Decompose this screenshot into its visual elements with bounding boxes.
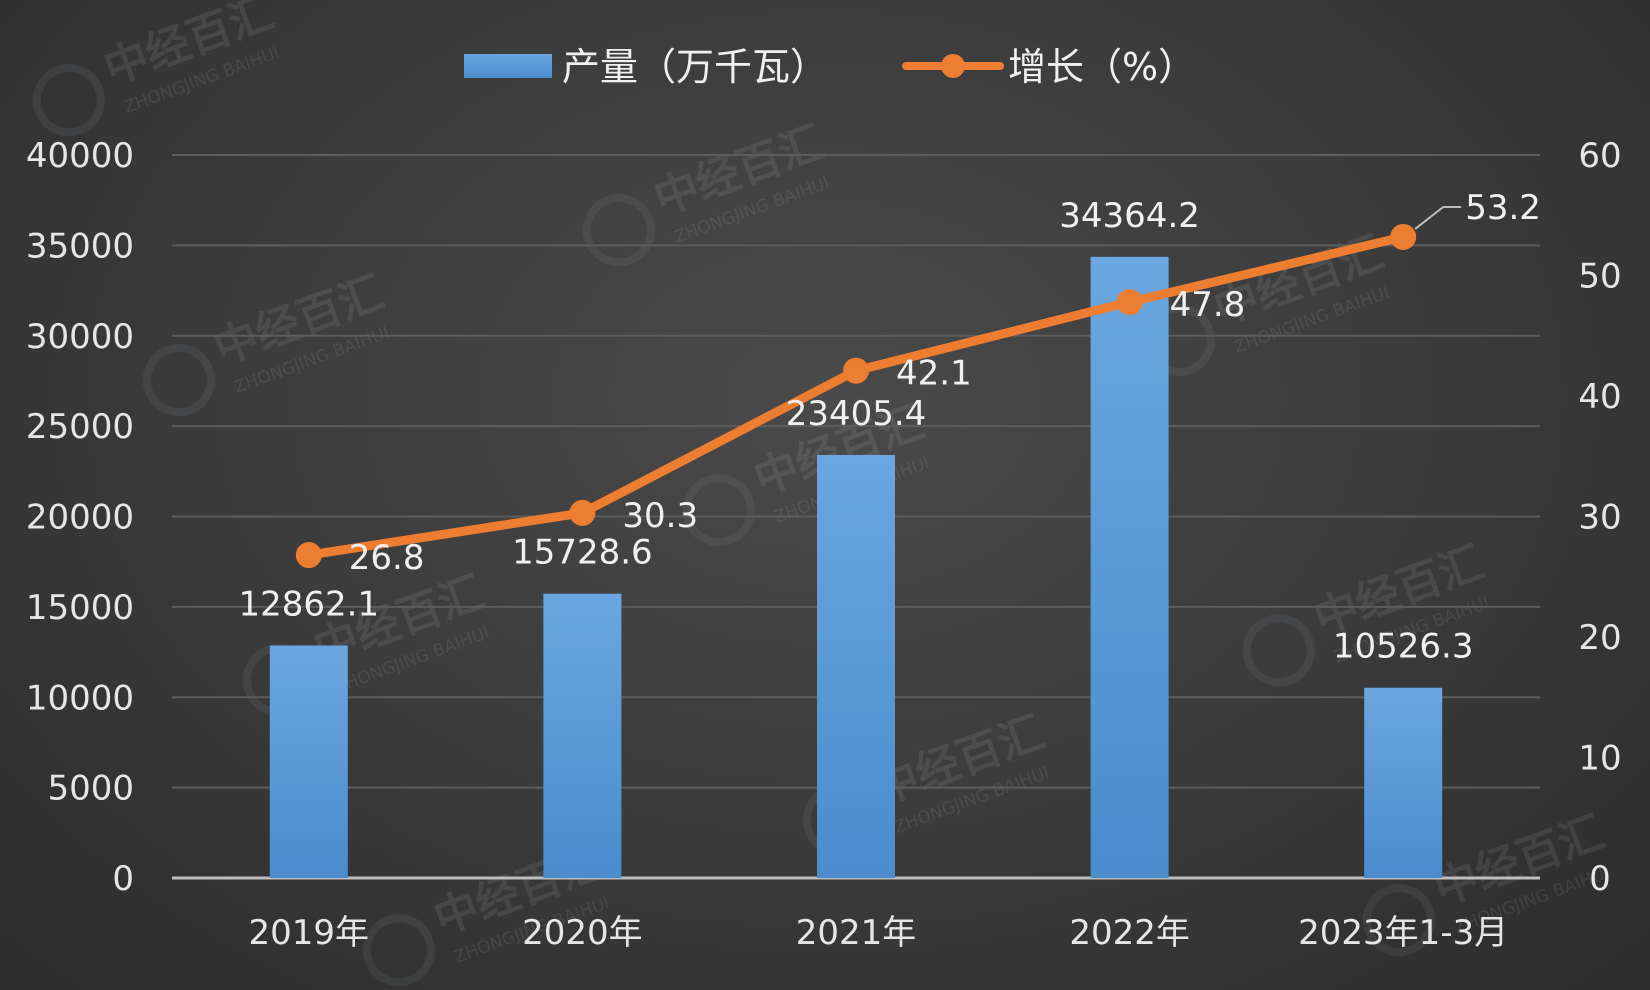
bar — [817, 454, 895, 878]
legend-swatch-bar — [464, 54, 552, 78]
y-right-tick-label: 10 — [1578, 739, 1621, 779]
x-tick-label: 2023年1-3月 — [1298, 913, 1508, 953]
x-tick-label: 2021年 — [796, 913, 917, 953]
line-value-label: 47.8 — [1170, 285, 1246, 325]
y-right-tick-label: 40 — [1578, 377, 1621, 417]
legend: 产量（万千瓦） 增长（%） — [464, 45, 1196, 89]
y-left-tick-label: 30000 — [26, 317, 134, 357]
bar-value-label: 23405.4 — [786, 394, 927, 434]
line-point — [1116, 289, 1143, 316]
data-labels: 12862.1 15728.6 23405.4 34364.2 10526.3 26.8 3… — [238, 188, 1540, 667]
line-point — [569, 499, 596, 526]
watermark-logo — [142, 344, 215, 417]
y-left-tick-label: 35000 — [26, 226, 134, 266]
x-axis-ticks: 2019年 2020年 2021年 2022年 2023年1-3月 — [249, 913, 1509, 953]
y-right-tick-label: 30 — [1578, 498, 1621, 538]
bar-value-label: 10526.3 — [1333, 627, 1474, 667]
watermark-logo — [1362, 884, 1435, 957]
legend-label-bar: 产量（万千瓦） — [562, 45, 828, 89]
line-value-label: 42.1 — [896, 354, 972, 394]
y-right-tick-label: 0 — [1589, 859, 1611, 899]
y-right-tick-label: 20 — [1578, 618, 1621, 658]
legend-label-line: 增长（%） — [1008, 45, 1196, 89]
y-left-tick-label: 0 — [112, 859, 134, 899]
line-value-label: 30.3 — [622, 496, 698, 536]
x-tick-label: 2020年 — [522, 913, 643, 953]
line-point — [295, 542, 322, 569]
bar-value-label: 34364.2 — [1059, 196, 1200, 236]
line-value-label: 53.2 — [1465, 188, 1541, 228]
y-left-tick-label: 5000 — [47, 769, 134, 809]
bar — [1090, 256, 1169, 879]
watermark-logo — [582, 194, 655, 267]
right-axis-ticks: 0 10 20 30 40 50 60 — [1578, 136, 1621, 899]
watermark-logo — [682, 474, 755, 547]
y-right-tick-label: 50 — [1578, 257, 1621, 297]
line-series — [295, 205, 1462, 569]
x-tick-label: 2022年 — [1069, 913, 1190, 953]
line-value-label: 26.8 — [349, 538, 425, 578]
bar — [269, 645, 348, 878]
y-left-tick-label: 40000 — [26, 136, 134, 176]
watermark-logo — [1242, 614, 1315, 687]
watermark-logo — [32, 64, 105, 137]
line-point — [843, 357, 869, 384]
y-left-tick-label: 15000 — [26, 588, 134, 628]
y-left-tick-label: 25000 — [26, 407, 134, 447]
bar — [1364, 687, 1443, 878]
y-right-tick-label: 60 — [1578, 136, 1621, 176]
y-left-tick-label: 20000 — [26, 498, 134, 538]
x-tick-label: 2019年 — [249, 913, 370, 953]
line-point — [1390, 223, 1417, 250]
watermark-logo — [362, 914, 435, 987]
legend-swatch-marker — [941, 54, 965, 78]
bar — [543, 593, 622, 878]
left-axis-ticks: 0 5000 10000 15000 20000 25000 30000 35000 40000 — [26, 136, 134, 899]
y-left-tick-label: 10000 — [26, 678, 134, 718]
leader-line — [1414, 205, 1462, 230]
bar-value-label: 15728.6 — [512, 533, 653, 573]
bar-series — [269, 256, 1443, 879]
bar-value-label: 12862.1 — [238, 585, 379, 625]
